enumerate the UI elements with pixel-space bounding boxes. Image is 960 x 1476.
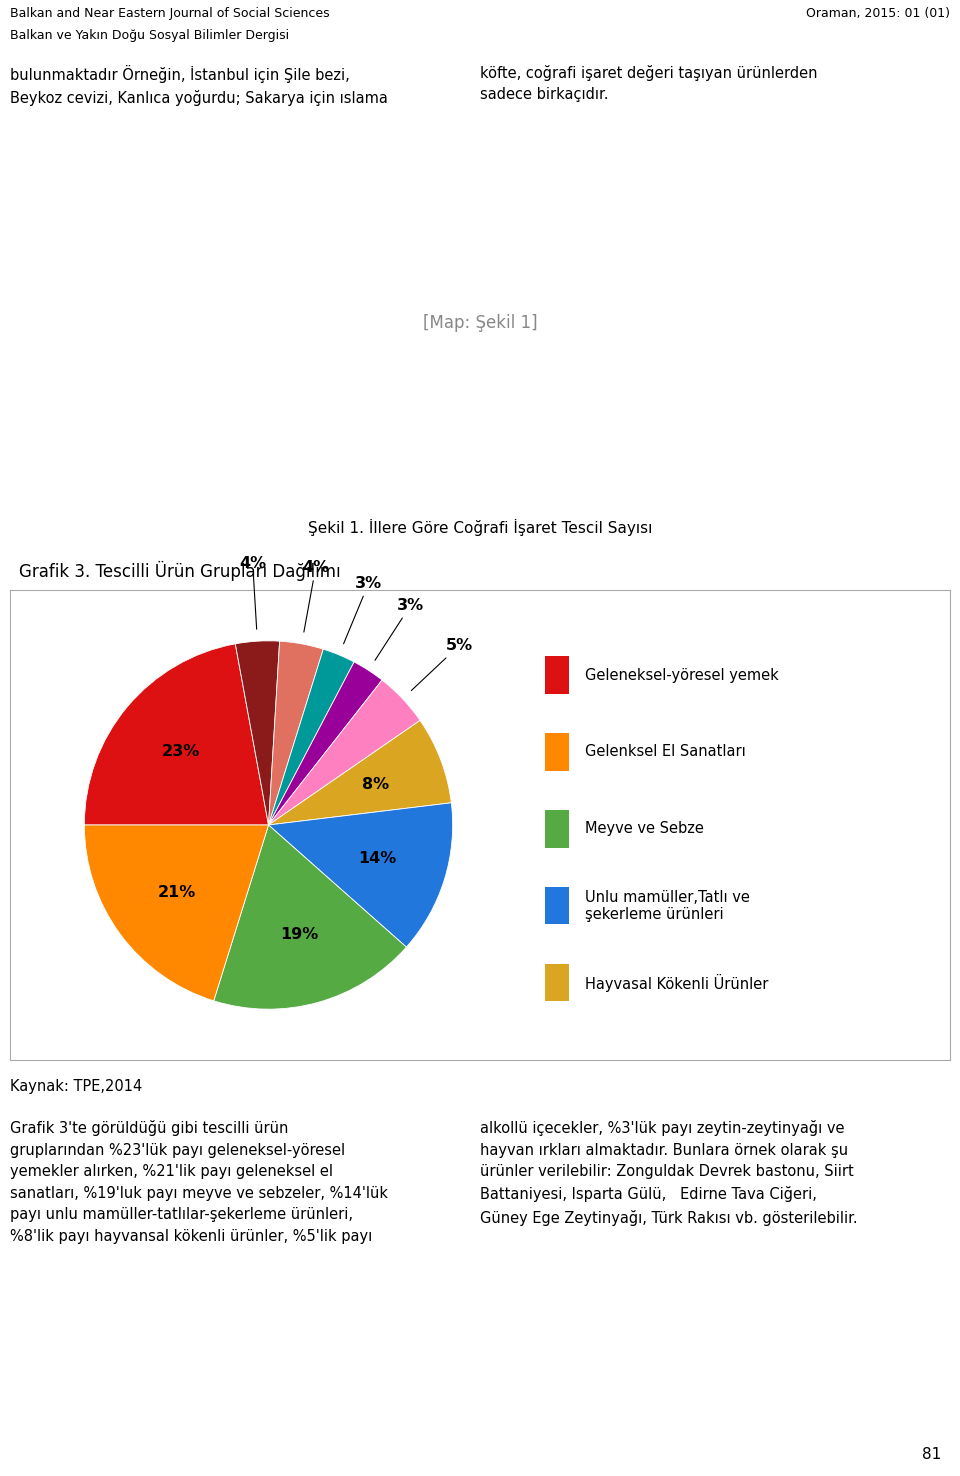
Text: [Map: Şekil 1]: [Map: Şekil 1] [422, 313, 538, 332]
Bar [544, 887, 569, 924]
Text: 4%: 4% [239, 556, 266, 629]
Text: Gelenksel El Sanatları: Gelenksel El Sanatları [585, 744, 746, 760]
Wedge shape [214, 825, 406, 1010]
Text: alkollü içecekler, %3'lük payı zeytin-zeytinyağı ve
hayvan ırkları almaktadır. B: alkollü içecekler, %3'lük payı zeytin-ze… [480, 1120, 857, 1225]
Bar [544, 810, 569, 847]
Wedge shape [84, 825, 269, 1001]
Text: 19%: 19% [280, 927, 319, 943]
Bar [544, 734, 569, 770]
Text: 23%: 23% [161, 744, 200, 759]
Text: 3%: 3% [375, 598, 424, 660]
Text: Geleneksel-yöresel yemek: Geleneksel-yöresel yemek [585, 667, 779, 682]
Text: 4%: 4% [302, 561, 329, 632]
Text: 8%: 8% [362, 776, 389, 793]
Text: 21%: 21% [157, 886, 196, 900]
Text: 5%: 5% [411, 638, 472, 691]
Text: 3%: 3% [344, 576, 382, 644]
Wedge shape [269, 680, 420, 825]
Text: Hayvasal Kökenli Ürünler: Hayvasal Kökenli Ürünler [585, 974, 768, 992]
Wedge shape [269, 803, 453, 948]
Text: Kaynak: TPE,2014: Kaynak: TPE,2014 [10, 1079, 142, 1094]
Text: Meyve ve Sebze: Meyve ve Sebze [585, 821, 704, 837]
Text: Unlu mamüller,Tatlı ve
şekerleme ürünleri: Unlu mamüller,Tatlı ve şekerleme ürünler… [585, 890, 750, 922]
Wedge shape [84, 644, 269, 825]
Text: Balkan and Near Eastern Journal of Social Sciences: Balkan and Near Eastern Journal of Socia… [10, 7, 329, 19]
Bar [544, 657, 569, 694]
Text: 81: 81 [922, 1446, 941, 1463]
Text: köfte, coğrafi işaret değeri taşıyan ürünlerden
sadece birkaçıdır.: köfte, coğrafi işaret değeri taşıyan ürü… [480, 65, 818, 102]
Text: Oraman, 2015: 01 (01): Oraman, 2015: 01 (01) [806, 7, 950, 19]
Wedge shape [269, 649, 354, 825]
Text: Grafik 3'te görüldüğü gibi tescilli ürün
gruplarından %23'lük payı geleneksel-yö: Grafik 3'te görüldüğü gibi tescilli ürün… [10, 1120, 388, 1244]
Text: Şekil 1. İllere Göre Coğrafi İşaret Tescil Sayısı: Şekil 1. İllere Göre Coğrafi İşaret Tesc… [308, 520, 652, 536]
Wedge shape [269, 720, 451, 825]
Text: Grafik 3. Tescilli Ürün Grupları Dağılımı: Grafik 3. Tescilli Ürün Grupları Dağılım… [19, 561, 341, 582]
Wedge shape [235, 641, 279, 825]
Bar [544, 964, 569, 1001]
Wedge shape [269, 661, 382, 825]
Text: bulunmaktadır Örneğin, İstanbul için Şile bezi,
Beykoz cevizi, Kanlıca yoğurdu; : bulunmaktadır Örneğin, İstanbul için Şil… [10, 65, 388, 105]
Wedge shape [269, 641, 324, 825]
Text: 14%: 14% [358, 852, 396, 866]
Text: Balkan ve Yakın Doğu Sosyal Bilimler Dergisi: Balkan ve Yakın Doğu Sosyal Bilimler Der… [10, 30, 289, 43]
